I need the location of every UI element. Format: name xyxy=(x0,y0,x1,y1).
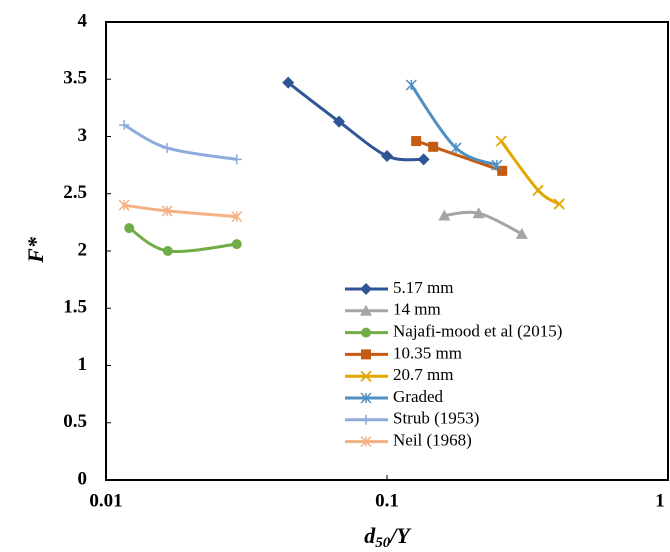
x-axis-label: d50/Y xyxy=(364,523,412,551)
y-tick-label: 2 xyxy=(78,239,88,260)
legend-label: Strub (1953) xyxy=(393,409,479,428)
marker xyxy=(381,149,393,162)
x-label-part: d xyxy=(364,523,376,548)
marker xyxy=(360,436,372,448)
marker xyxy=(472,207,485,219)
marker xyxy=(162,246,173,256)
legend-label: 14 mm xyxy=(393,300,441,319)
marker xyxy=(360,370,372,382)
marker xyxy=(450,142,462,154)
marker xyxy=(438,209,451,221)
marker xyxy=(231,154,242,165)
marker xyxy=(118,199,130,211)
marker xyxy=(428,141,439,152)
marker xyxy=(532,184,544,196)
y-tick-label: 3 xyxy=(78,125,88,146)
marker xyxy=(361,327,371,338)
x-label-sub: 50 xyxy=(375,535,391,551)
x-label-part: /Y xyxy=(388,523,412,548)
marker xyxy=(553,198,565,210)
marker xyxy=(119,120,130,131)
series-line xyxy=(287,81,424,162)
marker xyxy=(495,135,507,147)
marker xyxy=(282,76,295,89)
marker xyxy=(333,115,346,128)
marker xyxy=(361,349,371,360)
marker xyxy=(361,414,371,425)
legend-label: Neil (1968) xyxy=(393,431,472,450)
legend-label: 20.7 mm xyxy=(393,365,453,384)
y-tick-label: 0.5 xyxy=(63,411,87,432)
legend-label: Najafi-mood et al (2015) xyxy=(393,322,562,341)
legend-label: Graded xyxy=(393,387,444,406)
y-tick-label: 1 xyxy=(78,354,88,375)
marker xyxy=(360,283,372,295)
legend-label: 5.17 mm xyxy=(393,278,453,297)
y-tick-label: 3.5 xyxy=(63,68,87,89)
y-tick-label: 0 xyxy=(78,468,88,489)
marker xyxy=(231,239,242,250)
marker xyxy=(405,79,417,91)
x-tick-label: 1 xyxy=(655,490,665,511)
x-tick-label: 0.1 xyxy=(375,490,399,511)
marker xyxy=(515,227,528,239)
marker xyxy=(491,159,503,171)
y-tick-label: 2.5 xyxy=(63,182,87,203)
y-axis-label: F* xyxy=(23,236,48,264)
marker xyxy=(231,211,243,223)
x-tick-label: 0.01 xyxy=(89,490,122,511)
y-tick-label: 4 xyxy=(78,10,88,31)
marker xyxy=(417,153,430,166)
marker xyxy=(497,165,508,176)
marker xyxy=(161,205,173,217)
y-tick-label: 1.5 xyxy=(63,297,87,318)
marker xyxy=(411,136,422,147)
marker xyxy=(162,142,173,153)
marker xyxy=(360,392,372,404)
marker xyxy=(360,304,372,316)
legend-label: 10.35 mm xyxy=(393,343,462,362)
marker xyxy=(124,223,135,234)
